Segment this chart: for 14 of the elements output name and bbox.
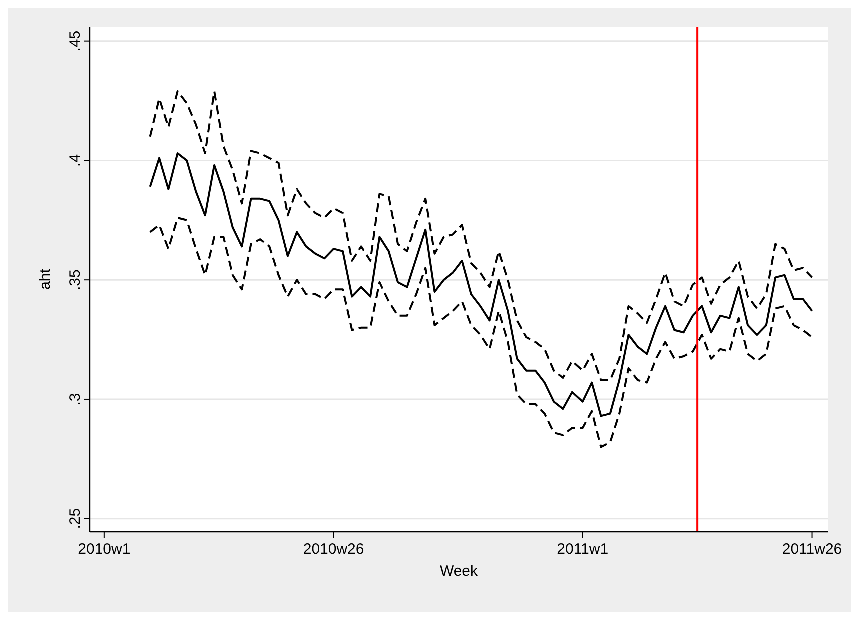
x-tick-label: 2010w1 xyxy=(78,541,131,558)
y-tick-label: .45 xyxy=(67,30,84,52)
x-axis-title: Week xyxy=(440,563,479,580)
y-tick-label: .35 xyxy=(67,270,84,291)
y-tick-label: .3 xyxy=(67,393,84,406)
y-tick-label: .4 xyxy=(67,154,84,167)
y-axis-title: aht xyxy=(37,268,54,290)
line-series xyxy=(149,90,814,382)
line-series xyxy=(149,217,814,448)
x-tick-label: 2011w26 xyxy=(782,541,842,558)
x-tick-label: 2010w26 xyxy=(303,541,364,558)
y-tick-label: .25 xyxy=(67,508,84,530)
x-tick-label: 2011w1 xyxy=(557,541,609,558)
line-series xyxy=(149,152,814,418)
